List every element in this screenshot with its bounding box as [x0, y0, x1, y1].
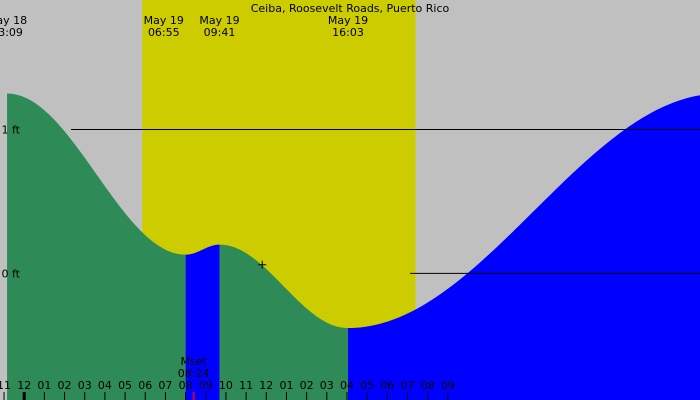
event-time-label: 06:55 [148, 26, 180, 39]
chart-title: Ceiba, Roosevelt Roads, Puerto Rico [251, 2, 450, 15]
rising-tide-area [347, 95, 700, 400]
x-tick-label: 12 [17, 379, 31, 392]
event-time-label: 16:03 [332, 26, 364, 39]
x-tick-label: 05 [118, 379, 132, 392]
x-tick-label: 06 [138, 379, 152, 392]
event-date-label: May 19 [199, 14, 239, 27]
y-tick-label: 1 ft [2, 123, 21, 136]
x-tick-label: 12 [259, 379, 273, 392]
rising-tide-area [185, 244, 220, 400]
x-tick-label: 01 [279, 379, 293, 392]
tide-areas [7, 93, 700, 400]
moonset-time: 08:24 [178, 367, 210, 380]
event-time-label: 23:09 [0, 26, 23, 39]
x-tick-label: 01 [37, 379, 51, 392]
current-time-marker [258, 260, 267, 269]
x-tick-label: 06 [380, 379, 394, 392]
x-tick-label: 09 [441, 379, 455, 392]
x-tick-label: 11 [239, 379, 253, 392]
event-date-label: May 19 [144, 14, 184, 27]
x-tick-label: 02 [300, 379, 314, 392]
x-tick-label: 04 [98, 379, 112, 392]
x-tick-label: 11 [0, 379, 11, 392]
y-tick-label: 0 ft [2, 267, 21, 280]
x-tick-label: 03 [78, 379, 92, 392]
x-tick-label: 07 [400, 379, 414, 392]
x-tick-label: 03 [320, 379, 334, 392]
x-tick-label: 07 [158, 379, 172, 392]
x-tick-label: 10 [219, 379, 233, 392]
event-time-label: 09:41 [204, 26, 236, 39]
x-tick-label: 08 [179, 379, 193, 392]
x-axis: 11 12 01 02 03 04 05 06 07 08 09 10 11 12 01 02 03 04 05 06… [0, 379, 455, 400]
x-tick-label: 08 [421, 379, 435, 392]
x-tick-label: 09 [199, 379, 213, 392]
gridlines [71, 128, 700, 274]
x-tick-label: 05 [360, 379, 374, 392]
x-tick-label: 04 [340, 379, 354, 392]
event-date-label: May 19 [328, 14, 368, 27]
moonset-label: Mset [181, 355, 208, 368]
y-axis-labels: 1 ft 0 ft [2, 123, 21, 280]
x-tick-label: 02 [58, 379, 72, 392]
falling-tide-area [7, 93, 186, 400]
falling-tide-area [219, 244, 348, 400]
event-date-label: May 18 [0, 14, 27, 27]
